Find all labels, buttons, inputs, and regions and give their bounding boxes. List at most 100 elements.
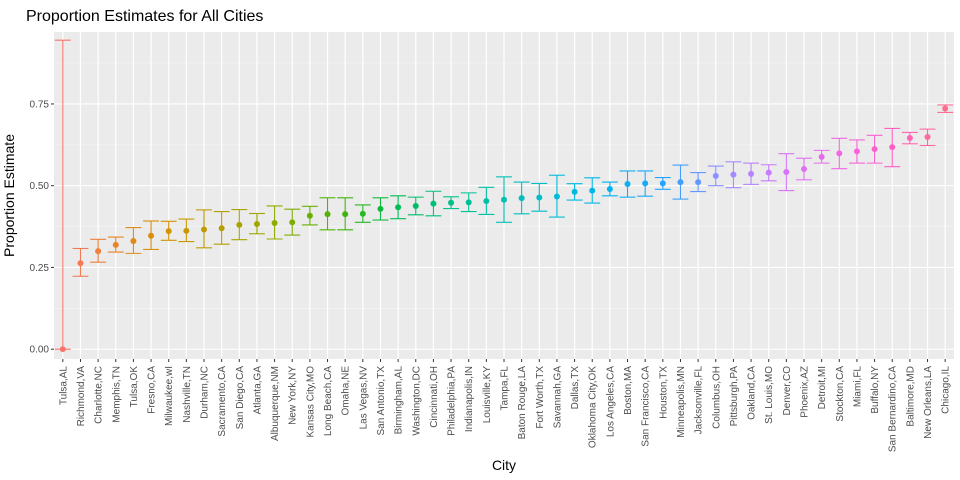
- estimate-point-Albuquerque,NM: [271, 219, 278, 226]
- estimate-point-Memphis,TN: [112, 241, 119, 248]
- x-tick-label: Washington,DC: [411, 366, 422, 436]
- estimate-point-Philadelphia,PA: [448, 199, 455, 206]
- x-tick-label: Boston,MA: [623, 366, 634, 415]
- x-tick-label: Tulsa,OK: [129, 366, 140, 408]
- y-axis-title: Proportion Estimate: [1, 134, 17, 257]
- estimate-point-Minneapolis,MN: [677, 179, 684, 186]
- estimate-point-Tulsa,AL: [59, 346, 66, 353]
- estimate-point-Dallas,TX: [571, 188, 578, 195]
- x-tick-label: Omaha,NE: [341, 366, 352, 416]
- estimate-point-Nashville,TN: [183, 227, 190, 234]
- x-tick-label: Minneapolis,MN: [676, 366, 687, 438]
- x-tick-label: San Diego,CA: [235, 366, 246, 430]
- x-tick-label: Las Vegas,NV: [358, 366, 369, 430]
- x-tick-label: Baltimore,MD: [905, 366, 916, 427]
- chart-title: Proportion Estimates for All Cities: [26, 8, 263, 25]
- estimate-point-Oakland,CA: [748, 170, 755, 177]
- estimate-point-Richmond,VA: [77, 260, 84, 267]
- estimate-point-San Bernardino,CA: [889, 144, 896, 151]
- x-tick-label: Fort Worth,TX: [535, 366, 546, 429]
- estimate-point-Long Beach,CA: [324, 211, 331, 218]
- x-tick-label: Milwaukee,wI: [164, 366, 175, 426]
- y-axis: 0.00 0.25 0.50 0.75: [30, 99, 54, 356]
- x-tick-label: Sacramento,CA: [217, 366, 228, 437]
- estimate-point-Cincinnati,OH: [430, 200, 437, 207]
- estimate-point-Jacksonville,FL: [695, 179, 702, 186]
- x-tick-label: Durham,NC: [200, 366, 211, 419]
- estimate-point-Birmingham,AL: [395, 204, 402, 211]
- estimate-point-Baton Rouge,LA: [518, 195, 525, 202]
- x-tick-label: Denver,CO: [782, 366, 793, 416]
- estimate-point-Tulsa,OK: [130, 237, 137, 244]
- estimate-point-Omaha,NE: [342, 211, 349, 218]
- estimate-point-New Orleans,LA: [924, 133, 931, 140]
- x-tick-label: Kansas City,MO: [305, 366, 316, 438]
- x-tick-label: San Bernardino,CA: [888, 366, 899, 452]
- x-tick-label: Chicago,IL: [941, 366, 952, 414]
- y-tick-label: 0.00: [30, 345, 50, 356]
- x-axis: Tulsa,AL Richmond,VA Charlotte,NC Memphis,T…: [58, 359, 952, 452]
- estimate-point-Fort Worth,TX: [536, 194, 543, 201]
- estimate-point-Columbus,OH: [712, 172, 719, 179]
- estimate-point-San Francisco,CA: [642, 180, 649, 187]
- estimate-point-Houston,TX: [659, 180, 666, 187]
- x-tick-label: St. Louis,MO: [764, 366, 775, 424]
- y-tick-label: 0.50: [30, 181, 50, 192]
- x-tick-label: Albuquerque,NM: [270, 366, 281, 441]
- estimate-point-Washington,DC: [412, 202, 419, 209]
- x-tick-label: Jacksonville,FL: [694, 366, 705, 435]
- estimate-point-Buffalo,NY: [871, 146, 878, 153]
- x-tick-label: Cincinnati,OH: [429, 366, 440, 428]
- estimate-point-Los Angeles,CA: [606, 185, 613, 192]
- x-tick-label: Phoenix,AZ: [800, 366, 811, 418]
- x-tick-label: Long Beach,CA: [323, 366, 334, 436]
- x-tick-label: Nashville,TN: [182, 366, 193, 423]
- x-tick-label: Pittsburgh,PA: [729, 366, 740, 427]
- x-tick-label: Baton Rouge,LA: [517, 366, 528, 440]
- x-axis-title: City: [492, 457, 516, 473]
- estimate-point-Pittsburgh,PA: [730, 171, 737, 178]
- x-tick-label: San Francisco,CA: [641, 366, 652, 447]
- x-tick-label: Oklahoma City,OK: [588, 366, 599, 448]
- estimate-point-San Diego,CA: [236, 221, 243, 228]
- estimate-point-Charlotte,NC: [95, 248, 102, 255]
- x-tick-label: Charlotte,NC: [94, 366, 105, 424]
- estimate-point-Tampa,FL: [501, 196, 507, 203]
- estimate-point-San Antonio,TX: [377, 205, 384, 212]
- estimate-point-Louisville,KY: [483, 198, 490, 205]
- estimate-point-Fresno,CA: [148, 232, 155, 239]
- estimate-point-Phoenix,AZ: [801, 166, 807, 173]
- estimate-point-Sacramento,CA: [218, 225, 225, 232]
- x-tick-label: Birmingham,AL: [394, 366, 405, 435]
- x-tick-label: Oakland,CA: [747, 366, 758, 420]
- error-bar-series: [54, 39, 954, 353]
- y-tick-label: 0.25: [30, 263, 50, 274]
- estimate-point-Boston,MA: [624, 181, 631, 188]
- estimate-point-Atlanta,GA: [253, 220, 260, 227]
- estimate-point-Oklahoma City,OK: [589, 187, 596, 194]
- x-tick-label: Columbus,OH: [711, 366, 722, 429]
- x-tick-label: Dallas,TX: [570, 366, 581, 410]
- x-tick-label: Savannah,GA: [552, 366, 563, 429]
- estimate-point-Chicago,IL: [942, 105, 949, 112]
- estimate-point-Savannah,GA: [553, 193, 560, 200]
- x-tick-label: Tampa,FL: [500, 366, 511, 411]
- estimate-point-St. Louis,MO: [765, 169, 772, 176]
- x-tick-label: New Orleans,LA: [923, 366, 934, 439]
- x-tick-label: Miami,FL: [852, 366, 863, 408]
- x-tick-label: Detroit,MI: [817, 366, 828, 409]
- x-tick-label: Los Angeles,CA: [605, 366, 616, 437]
- estimate-point-Indianapolis,IN: [465, 199, 472, 206]
- estimate-point-Milwaukee,wI: [165, 228, 172, 235]
- x-tick-label: New York,NY: [288, 366, 299, 425]
- y-tick-label: 0.75: [30, 99, 50, 110]
- x-tick-label: Atlanta,GA: [252, 366, 263, 415]
- estimate-point-Miami,FL: [853, 148, 860, 155]
- x-tick-label: Memphis,TN: [111, 366, 122, 423]
- x-tick-label: Louisville,KY: [482, 366, 493, 424]
- x-tick-label: Tulsa,AL: [58, 366, 69, 406]
- x-tick-label: Fresno,CA: [147, 366, 158, 414]
- x-tick-label: Houston,TX: [658, 366, 669, 419]
- x-tick-label: Indianapolis,IN: [464, 366, 475, 432]
- x-tick-label: Richmond,VA: [76, 366, 87, 427]
